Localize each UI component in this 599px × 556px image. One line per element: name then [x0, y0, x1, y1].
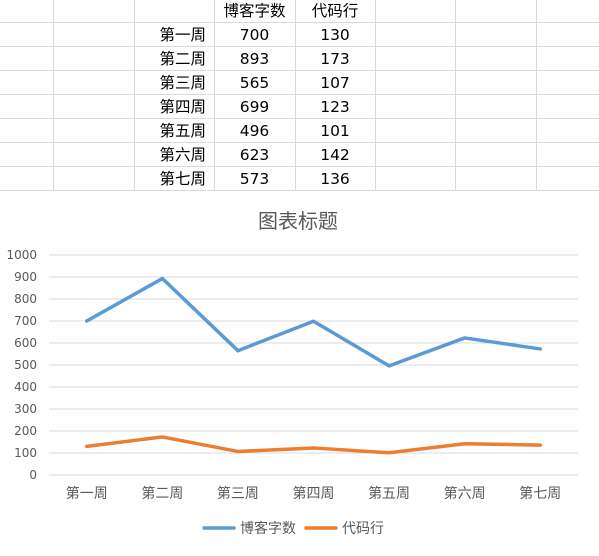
- y-tick-label: 100: [14, 446, 37, 460]
- grid-column-line: [214, 0, 215, 190]
- chart-legend[interactable]: 博客字数 代码行: [202, 520, 384, 537]
- y-tick-label: 200: [14, 424, 37, 438]
- table-cell[interactable]: 893: [239, 50, 270, 68]
- table-cell[interactable]: 173: [320, 50, 350, 68]
- table-header-cell[interactable]: 博客字数: [223, 2, 286, 20]
- line-chart[interactable]: 图表标题 0 100 200 300 400 500 600 700 800 900 1000 第一…: [0, 190, 599, 556]
- chart-x-axis: 第一周 第二周 第三周 第四周 第五周 第六周 第七周: [66, 485, 561, 502]
- chart-canvas: 图表标题 0 100 200 300 400 500 600 700 800 900 1000 第一…: [6, 209, 578, 537]
- grid-column-line: [375, 0, 376, 190]
- spreadsheet-grid: 博客字数 代码行 第一周 700 130 第二周 893 173 第三周 565…: [0, 0, 599, 190]
- data-point[interactable]: [160, 435, 164, 439]
- data-point[interactable]: [236, 349, 240, 353]
- table-cell[interactable]: 107: [320, 74, 350, 92]
- chart-plot-area[interactable]: [85, 276, 542, 455]
- grid-row-line: [0, 118, 599, 119]
- data-point[interactable]: [538, 443, 542, 447]
- grid-column-line: [134, 0, 135, 190]
- table-cell[interactable]: 699: [239, 98, 270, 116]
- grid-column-line: [53, 0, 54, 190]
- y-tick-label: 800: [14, 292, 37, 306]
- table-row-label[interactable]: 第三周: [159, 74, 206, 92]
- chart-y-axis: 0 100 200 300 400 500 600 700 800 900 1000: [6, 248, 37, 482]
- x-tick-label: 第一周: [66, 485, 108, 502]
- data-point[interactable]: [463, 336, 467, 340]
- y-tick-label: 700: [14, 314, 37, 328]
- table-cell[interactable]: 565: [239, 74, 270, 92]
- table-cell[interactable]: 123: [320, 98, 350, 116]
- y-tick-label: 900: [14, 270, 37, 284]
- grid-column-line: [295, 0, 296, 190]
- data-point[interactable]: [312, 319, 315, 323]
- table-row-label[interactable]: 第四周: [159, 98, 206, 116]
- data-point[interactable]: [463, 442, 467, 446]
- table-row-label[interactable]: 第七周: [159, 170, 206, 188]
- table-row-label[interactable]: 第二周: [159, 50, 206, 68]
- table-cell[interactable]: 101: [320, 122, 350, 140]
- grid-row-line: [0, 22, 599, 23]
- y-tick-label: 600: [14, 336, 37, 350]
- data-point[interactable]: [160, 277, 164, 281]
- data-point[interactable]: [236, 449, 240, 453]
- table-cell[interactable]: 623: [239, 146, 270, 164]
- grid-column-line: [536, 0, 537, 190]
- y-tick-label: 400: [14, 380, 37, 394]
- grid-row-line: [0, 166, 599, 167]
- table-cell[interactable]: 142: [320, 146, 350, 164]
- y-tick-label: 500: [14, 358, 37, 372]
- x-tick-label: 第二周: [141, 485, 183, 502]
- table-cell[interactable]: 573: [239, 170, 270, 188]
- table-cell[interactable]: 130: [320, 26, 350, 44]
- grid-row-line: [0, 70, 599, 71]
- chart-title[interactable]: 图表标题: [258, 209, 338, 233]
- x-tick-label: 第四周: [293, 485, 335, 502]
- grid-row-line: [0, 142, 599, 143]
- table-cell[interactable]: 700: [239, 26, 270, 44]
- grid-row-line: [0, 94, 599, 95]
- table-row-label[interactable]: 第一周: [159, 26, 206, 44]
- y-tick-label: 1000: [6, 248, 37, 262]
- series-line-2[interactable]: [85, 435, 542, 455]
- y-tick-label: 300: [14, 402, 37, 416]
- table-cell[interactable]: 136: [320, 170, 350, 188]
- y-tick-label: 0: [29, 468, 37, 482]
- x-tick-label: 第六周: [444, 485, 486, 502]
- x-tick-label: 第三周: [217, 485, 259, 502]
- data-point[interactable]: [85, 319, 89, 323]
- data-point[interactable]: [387, 364, 391, 368]
- data-point[interactable]: [85, 444, 89, 448]
- legend-label[interactable]: 代码行: [342, 521, 384, 537]
- grid-row-line: [0, 46, 599, 47]
- x-tick-label: 第七周: [519, 485, 561, 502]
- data-point[interactable]: [387, 451, 391, 455]
- table-cell[interactable]: 496: [239, 122, 270, 140]
- table-row-label[interactable]: 第五周: [159, 122, 206, 140]
- legend-label[interactable]: 博客字数: [240, 520, 296, 537]
- table-row-label[interactable]: 第六周: [159, 146, 206, 164]
- data-point[interactable]: [312, 446, 315, 450]
- grid-column-line: [455, 0, 456, 190]
- x-tick-label: 第五周: [368, 485, 410, 502]
- table-header-cell[interactable]: 代码行: [311, 2, 359, 20]
- data-point[interactable]: [538, 347, 542, 351]
